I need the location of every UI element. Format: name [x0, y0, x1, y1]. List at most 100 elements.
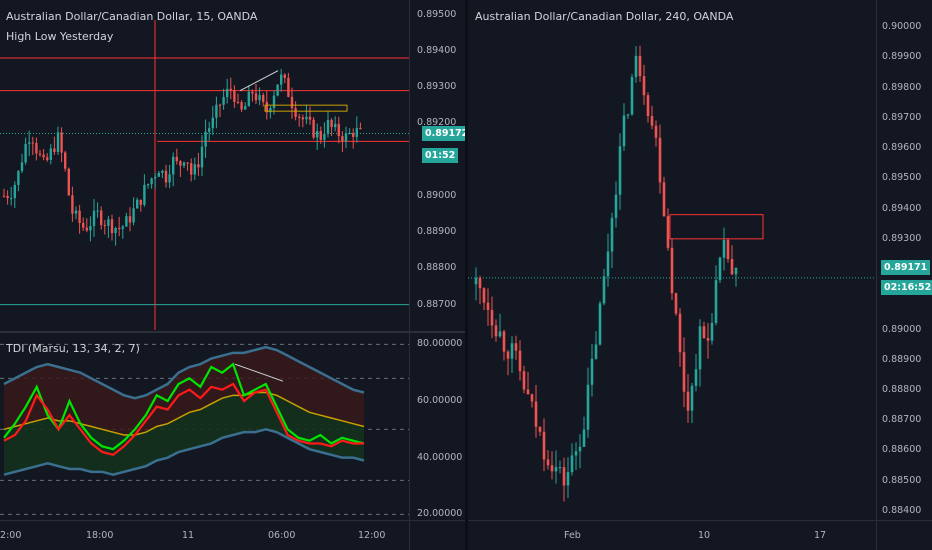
tdi-lower-band-fill — [4, 392, 364, 475]
tdi-upper-band-line — [3, 345, 365, 400]
candle-body — [46, 157, 49, 160]
candle-body — [136, 199, 139, 209]
candle-body — [154, 176, 157, 179]
candle-body — [510, 343, 514, 359]
tdi-axis-tick: 80.00000 — [417, 338, 463, 350]
candle-body — [38, 153, 42, 155]
left-price-pane[interactable]: Australian Dollar/Canadian Dollar, 15, O… — [0, 0, 410, 330]
candle-body — [20, 162, 24, 172]
candle-body — [546, 459, 550, 466]
left-price-tick: 0.88800 — [417, 262, 457, 274]
candle-body — [326, 119, 330, 134]
candle-body — [35, 142, 38, 154]
candle-body — [718, 257, 722, 281]
candle-body — [606, 251, 610, 277]
candle-body — [56, 132, 60, 152]
candle-body — [598, 303, 602, 345]
right-price-tick: 0.88600 — [882, 444, 922, 456]
chart-split-divider[interactable] — [465, 0, 468, 550]
indicator-label-high-low: High Low Yesterday — [6, 30, 114, 43]
candle-body — [308, 116, 312, 120]
candle-body — [78, 210, 81, 224]
candle-body — [666, 216, 670, 248]
candle-body — [272, 95, 276, 109]
right-price-tick: 0.88800 — [882, 384, 922, 395]
right-price-tick: 0.89600 — [882, 142, 922, 154]
left-pane-divider[interactable] — [0, 331, 465, 333]
candle-body — [534, 401, 538, 427]
left-price-svg — [0, 20, 410, 330]
left-countdown-tag: 01:52 — [422, 148, 459, 163]
candle-body — [550, 465, 554, 472]
candle-body — [17, 171, 20, 185]
candle-body — [359, 128, 362, 130]
right-time-axis[interactable]: Feb 10 17 — [468, 520, 877, 550]
candle-body — [71, 195, 74, 214]
candle-body — [229, 88, 232, 90]
candle-body — [74, 210, 78, 214]
candle-body — [233, 89, 236, 102]
candle-body — [301, 117, 304, 120]
candle-body — [290, 96, 294, 109]
right-price-tick: 0.89300 — [882, 232, 922, 244]
right-price-tick: 0.88700 — [882, 414, 922, 426]
candle-body — [570, 455, 574, 473]
candle-body — [348, 133, 351, 135]
candle-body — [514, 343, 518, 351]
candle-body — [305, 116, 308, 120]
candle-body — [682, 352, 686, 392]
candle-body — [502, 331, 506, 352]
left-price-axis[interactable]: 0.89500 0.89400 0.89300 0.89200 0.89000 0.889… — [410, 0, 465, 330]
tdi-pane[interactable]: TDI (Marsu, 13, 34, 2, 7) — [0, 333, 410, 520]
candle-body — [294, 108, 297, 117]
candle-body — [526, 389, 530, 395]
candle-body — [240, 102, 243, 110]
candle-body — [265, 102, 268, 113]
tdi-signal-line — [3, 382, 364, 457]
candle-body — [197, 164, 200, 168]
candle-body — [132, 208, 135, 223]
left-time-axis-border — [0, 520, 465, 521]
candle-body — [334, 123, 337, 128]
zone-box-drawing — [264, 104, 348, 112]
candle-body — [730, 258, 734, 275]
left-time-axis[interactable]: 12:00 18:00 11 06:00 12:00 — [0, 520, 410, 550]
left-time-tick: 12:00 — [358, 530, 386, 541]
candle-body — [330, 119, 333, 128]
candle-body — [31, 142, 34, 144]
candle-body — [107, 219, 110, 226]
candle-body — [506, 351, 510, 359]
right-time-tick: Feb — [564, 530, 581, 541]
right-price-pane[interactable]: Australian Dollar/Canadian Dollar, 240, … — [468, 0, 877, 520]
candle-body — [558, 467, 562, 469]
right-price-tick: 0.89700 — [882, 111, 922, 123]
candle-body — [726, 239, 730, 259]
candle-body — [734, 267, 738, 275]
candle-body — [96, 210, 99, 212]
candle-body — [518, 350, 522, 372]
candle-body — [100, 210, 103, 226]
candle-body — [64, 152, 67, 169]
candle-body — [530, 394, 534, 402]
right-time-axis-border — [468, 520, 932, 521]
candle-body — [690, 385, 694, 411]
right-price-axis[interactable]: 0.90000 0.89900 0.89800 0.89700 0.89600 0.895… — [877, 0, 932, 520]
candle-body — [622, 115, 626, 147]
tdi-svg — [0, 343, 410, 515]
candle-body — [642, 76, 646, 96]
candle-body — [125, 216, 128, 227]
candle-body — [610, 217, 614, 252]
left-axis-border — [409, 0, 410, 550]
candle-body — [602, 276, 606, 304]
tdi-axis[interactable]: 80.00000 60.00000 40.00000 20.00000 — [410, 333, 465, 520]
candle-body — [168, 174, 171, 183]
tdi-axis-tick: 60.00000 — [417, 395, 463, 406]
candle-body — [566, 472, 570, 486]
candle-body — [103, 225, 106, 227]
candle-body — [28, 142, 31, 144]
candle-body — [344, 133, 348, 142]
candle-body — [258, 94, 261, 101]
right-chart-title: Australian Dollar/Canadian Dollar, 240, … — [475, 10, 734, 23]
candle-body — [578, 446, 582, 452]
candle-body — [24, 143, 27, 163]
